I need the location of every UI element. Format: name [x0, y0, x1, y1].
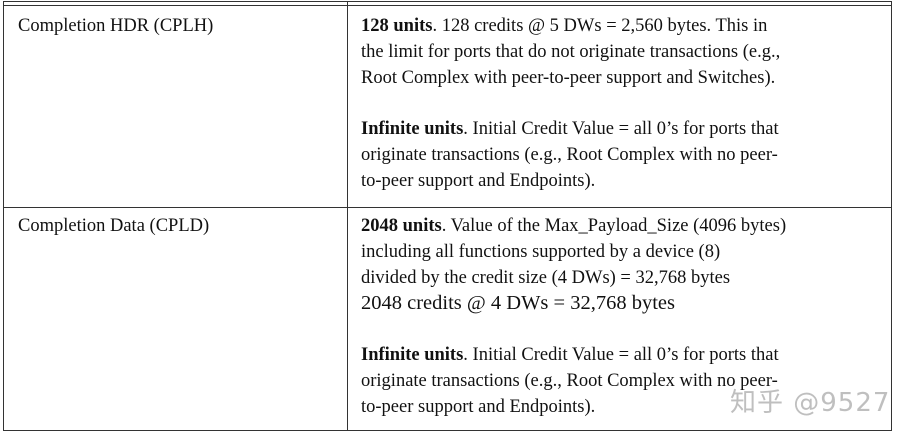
credit-table — [3, 1, 892, 431]
watermark: 知乎 @9527 — [730, 388, 891, 418]
text-line: . Initial Credit Value = all 0’s for por… — [463, 345, 779, 366]
credit-description: 128 units. 128 credits @ 5 DWs = 2,560 b… — [361, 14, 780, 195]
credit-type: Completion HDR (CPLH) — [18, 16, 214, 36]
units-label: 128 units — [361, 16, 433, 36]
row-divider — [3, 207, 892, 208]
text-line: 2048 credits @ 4 DWs = 32,768 bytes — [361, 292, 675, 315]
units-label: Infinite units — [361, 345, 464, 366]
units-label: 2048 units — [361, 216, 442, 236]
text-line: originate transactions (e.g., Root Compl… — [361, 145, 778, 166]
text-line: divided by the credit size (4 DWs) = 32,… — [361, 267, 731, 288]
units-label: Infinite units — [361, 119, 464, 140]
text-line: . 128 credits @ 5 DWs = 2,560 bytes. Thi… — [432, 16, 768, 36]
column-divider — [347, 1, 348, 431]
credit-type: Completion Data (CPLD) — [18, 216, 210, 236]
text-line: . Value of the Max_Payload_Size (4096 by… — [441, 216, 787, 236]
text-line: . Initial Credit Value = all 0’s for por… — [463, 119, 779, 140]
text-line: including all functions supported by a d… — [361, 241, 721, 262]
text-line: Root Complex with peer-to-peer support a… — [361, 67, 776, 88]
credit-description: 2048 units. Value of the Max_Payload_Siz… — [361, 214, 786, 421]
text-line: to-peer support and Endpoints). — [361, 170, 596, 191]
text-line: originate transactions (e.g., Root Compl… — [361, 370, 778, 391]
text-line: to-peer support and Endpoints). — [361, 396, 596, 417]
text-line: the limit for ports that do not originat… — [361, 41, 781, 62]
table-top-border — [3, 1, 892, 6]
